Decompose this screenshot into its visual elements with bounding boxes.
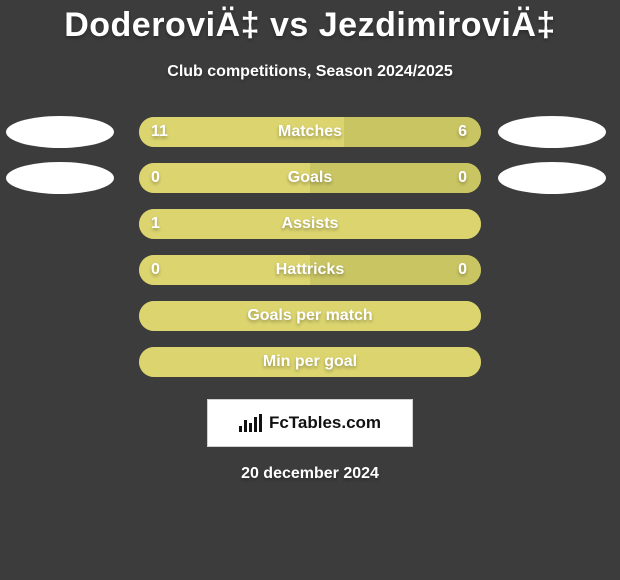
bar-chart-icon [239,414,263,432]
stat-bar: Min per goal [139,347,481,377]
stat-value-right: 0 [458,169,467,187]
stat-label: Assists [282,215,339,233]
stat-bar: 1 Assists [139,209,481,239]
stat-value-left: 0 [151,169,160,187]
brand-text: FcTables.com [269,413,381,433]
stat-label: Goals per match [247,307,372,325]
stat-bar: 0 0 Hattricks [139,255,481,285]
stat-row: 11 6 Matches [0,117,620,147]
stat-value-left: 0 [151,261,160,279]
stat-label: Hattricks [276,261,344,279]
stat-bar: 11 6 Matches [139,117,481,147]
stat-label: Goals [288,169,332,187]
stat-label: Min per goal [263,353,357,371]
stat-row: 0 0 Hattricks [0,255,620,285]
stat-value-right: 6 [458,123,467,141]
avatar-left [6,116,114,148]
stat-label: Matches [278,123,342,141]
avatar-left [6,162,114,194]
avatar-right [498,162,606,194]
stat-value-left: 11 [151,123,168,141]
stat-bar: 0 0 Goals [139,163,481,193]
stat-row: 1 Assists [0,209,620,239]
page-subtitle: Club competitions, Season 2024/2025 [0,63,620,81]
bar-right-fill [310,163,481,193]
stat-row: Goals per match [0,301,620,331]
brand-box[interactable]: FcTables.com [207,399,413,447]
page-title: DoderoviÄ‡ vs JezdimiroviÄ‡ [0,6,620,45]
stat-value-left: 1 [151,215,160,233]
stat-row: 0 0 Goals [0,163,620,193]
stat-bar: Goals per match [139,301,481,331]
stats-list: 11 6 Matches 0 0 Goals 1 Assists 0 0 Hattricks Goal… [0,117,620,377]
bar-left-fill [139,163,310,193]
avatar-right [498,116,606,148]
stat-value-right: 0 [458,261,467,279]
page-root: DoderoviÄ‡ vs JezdimiroviÄ‡ Club competi… [0,0,620,580]
stat-row: Min per goal [0,347,620,377]
date-text: 20 december 2024 [0,465,620,483]
